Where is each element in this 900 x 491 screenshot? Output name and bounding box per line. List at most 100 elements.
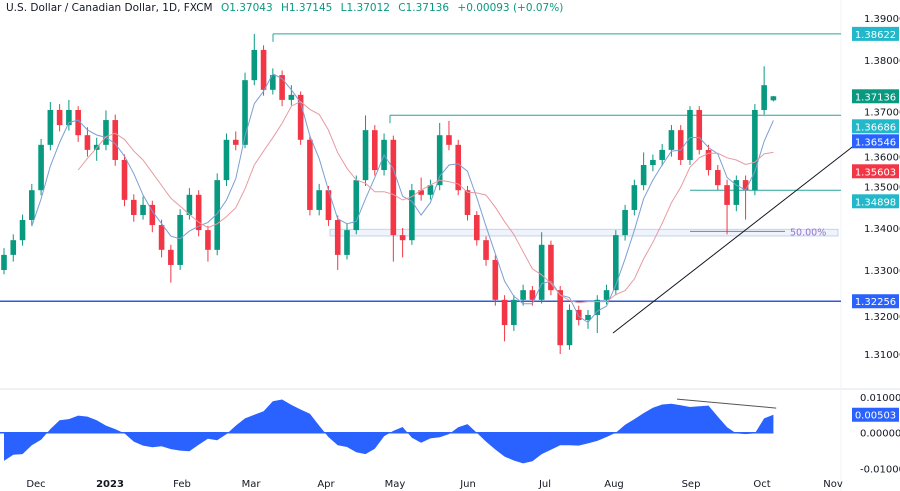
- candle-body: [223, 139, 230, 181]
- candle-body: [427, 185, 434, 195]
- candle: [38, 138, 44, 196]
- candle: [260, 45, 267, 96]
- time-tick-label: Jul: [538, 479, 551, 490]
- candle: [316, 183, 322, 216]
- candle: [714, 165, 721, 191]
- candle-body: [464, 190, 471, 215]
- chart-legend: U.S. Dollar / Canadian Dollar, 1D, FXCM …: [6, 2, 563, 14]
- candle-body: [742, 180, 749, 191]
- price-tick-label: 1.33000: [864, 266, 900, 277]
- candle-body: [492, 259, 499, 300]
- price-tick-label: 1.32000: [864, 312, 900, 323]
- candle: [307, 135, 313, 216]
- candle-body: [724, 185, 730, 205]
- level-badge-bg: [852, 194, 899, 209]
- candle: [511, 295, 517, 331]
- price-tick-label: 1.37000: [864, 107, 900, 118]
- price-tick-label: 1.36000: [864, 152, 900, 163]
- candle-body: [121, 159, 128, 200]
- candle: [270, 68, 276, 95]
- candle: [520, 284, 526, 306]
- candle: [10, 234, 17, 262]
- ma-fast-badge-bg: [852, 134, 899, 149]
- candle-body: [186, 194, 193, 215]
- level-badge-bg: [852, 294, 899, 309]
- candle-body: [316, 190, 322, 210]
- candle-body: [483, 240, 489, 260]
- candle: [390, 135, 397, 262]
- candle-body: [761, 85, 767, 110]
- level-badge-text: 1.32256: [855, 297, 896, 308]
- candle-body: [705, 149, 712, 171]
- candle-body: [594, 299, 601, 315]
- time-tick-label: Mar: [242, 479, 262, 490]
- candle-body: [10, 240, 17, 255]
- candle: [761, 66, 767, 115]
- candle-body: [130, 199, 137, 215]
- time-tick-label: Dec: [26, 479, 45, 490]
- candle-body: [288, 94, 295, 100]
- ma-fast-line: [31, 73, 774, 324]
- candle-body: [640, 165, 647, 186]
- candle: [75, 106, 81, 142]
- candle-body: [511, 299, 517, 326]
- time-tick-label: Feb: [173, 479, 191, 490]
- candle: [687, 106, 693, 165]
- candle: [19, 214, 26, 246]
- oscillator-area: [4, 399, 774, 464]
- candle: [372, 125, 378, 176]
- candle: [168, 244, 174, 283]
- candle: [353, 175, 360, 235]
- candle: [455, 139, 462, 196]
- last-price-badge-text: 1.37136: [855, 92, 896, 103]
- candle-body: [84, 135, 91, 150]
- ma-fast-badge-text: 1.36546: [855, 137, 896, 148]
- candle-body: [103, 120, 109, 145]
- candle: [47, 102, 54, 151]
- price-tick-label: 1.35000: [864, 182, 900, 193]
- candle: [121, 154, 128, 207]
- candle: [631, 179, 638, 216]
- level-badge: 1.36686: [852, 119, 899, 134]
- candle: [705, 144, 712, 176]
- level-badge: 1.32256: [852, 294, 899, 309]
- candle-body: [733, 180, 740, 205]
- candle: [529, 285, 536, 306]
- candle-body: [696, 109, 703, 150]
- candle-body: [585, 314, 591, 320]
- osc-tick-label: 0.01000: [860, 393, 900, 404]
- level-badge-text: 1.38622: [855, 30, 896, 41]
- ma-fast-badge: 1.36546: [852, 134, 899, 149]
- last-price-badge: 1.37136: [852, 89, 899, 104]
- candle: [362, 115, 369, 186]
- ma-slow-badge-bg: [852, 164, 899, 179]
- level-badge: 1.38622: [852, 26, 899, 41]
- candle-body: [575, 309, 582, 320]
- high-value: H1.37145: [280, 2, 333, 14]
- candle: [659, 144, 665, 166]
- close-value: C1.37136: [398, 2, 450, 14]
- candle: [334, 215, 341, 270]
- candle: [279, 70, 285, 107]
- candle-body: [353, 180, 360, 231]
- candle-body: [613, 235, 619, 291]
- ma-slow-badge: 1.35603: [852, 164, 899, 179]
- time-tick-label: May: [385, 479, 406, 490]
- candle: [409, 183, 415, 245]
- candle: [622, 204, 628, 241]
- oscillator-badge-bg: [852, 407, 899, 422]
- candle-body: [140, 204, 146, 215]
- osc-tick-label: -0.01000: [860, 464, 900, 475]
- candle-body: [501, 299, 508, 326]
- candle-body: [631, 185, 638, 210]
- candle: [752, 104, 758, 196]
- candle-body: [687, 109, 693, 160]
- candle-body: [409, 190, 415, 241]
- level-badge-text: 1.34898: [855, 197, 896, 208]
- price-tick-label: 1.38000: [864, 56, 900, 67]
- candle-body: [260, 49, 267, 90]
- oscillator-trendline: [676, 398, 777, 409]
- candle-body: [668, 130, 675, 150]
- level-badge-text: 1.36686: [855, 122, 896, 133]
